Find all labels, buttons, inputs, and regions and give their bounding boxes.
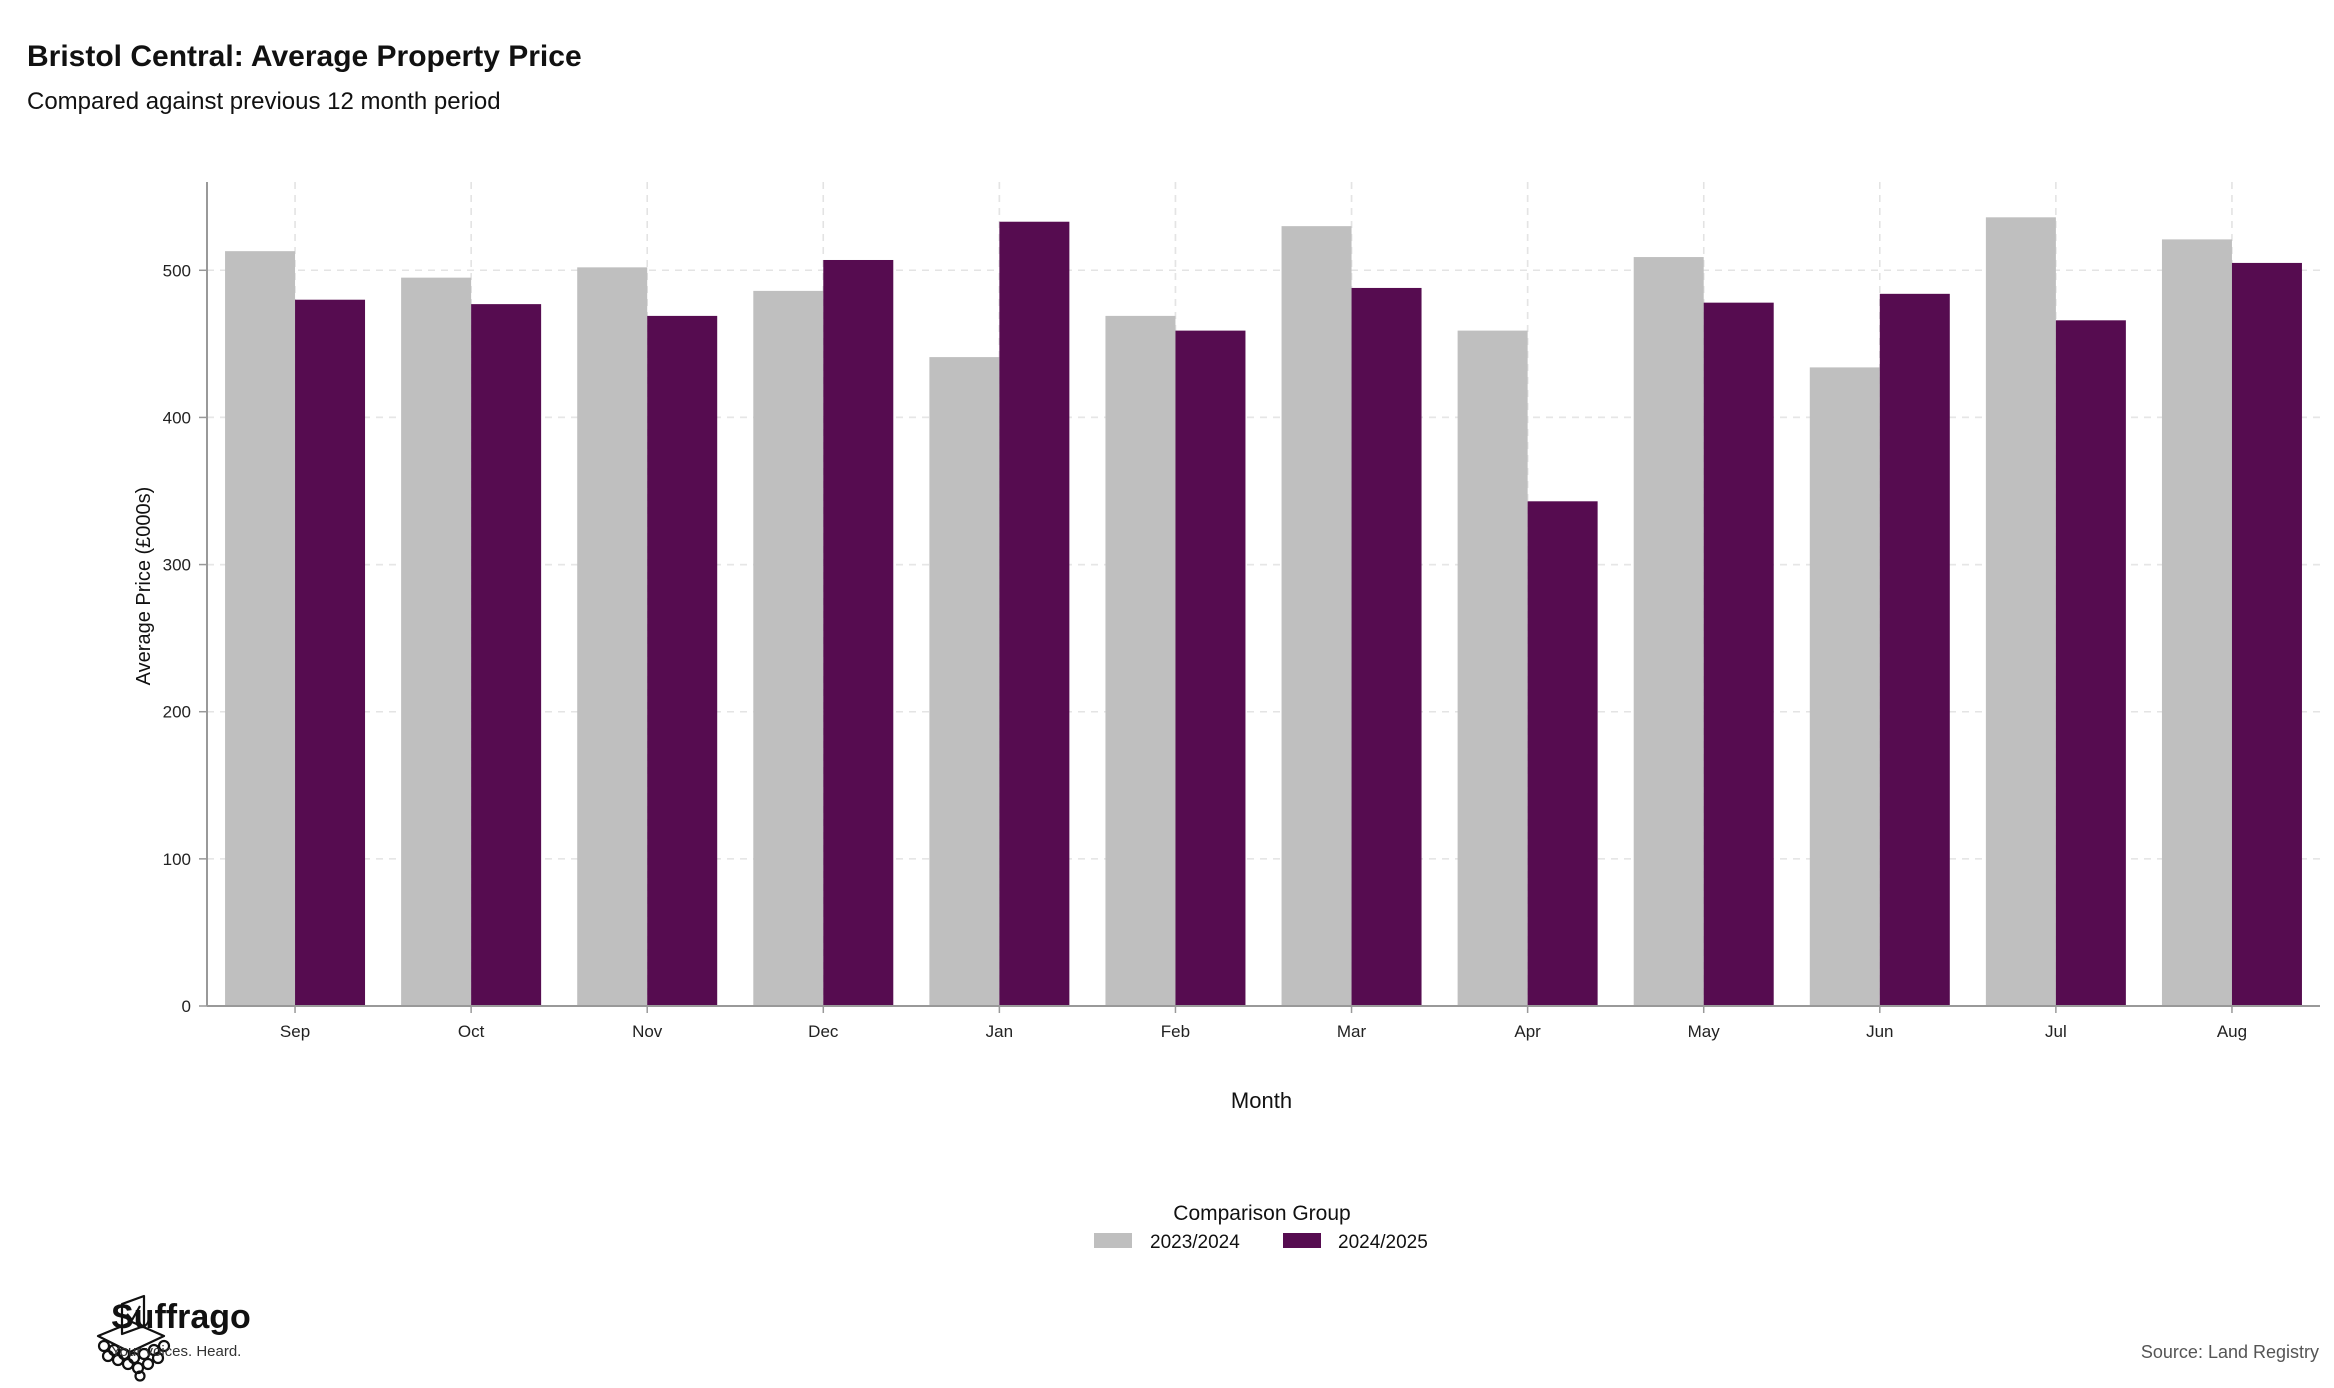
bar-2024-2025-jul xyxy=(2055,320,2126,1006)
bar-2024-2025-dec xyxy=(823,259,894,1006)
x-tick-label: Oct xyxy=(458,1022,485,1041)
x-tick-label: Jun xyxy=(1866,1022,1893,1041)
labels-layer: 0 100 200 300 400 500 Sep Oct Nov Dec Jan Feb Mar Apr… xyxy=(133,261,2247,1113)
x-tick-label: Apr xyxy=(1514,1022,1541,1041)
bar-2023-2024-aug xyxy=(2161,239,2232,1006)
grid-layer xyxy=(207,182,2320,1006)
bar-2024-2025-nov xyxy=(647,315,718,1006)
bar-chart: 0 100 200 300 400 500 Sep Oct Nov Dec Jan Feb Mar Apr… xyxy=(133,182,2320,1253)
bar-2024-2025-aug xyxy=(2231,262,2302,1006)
x-tick-label: Jul xyxy=(2045,1022,2067,1041)
x-tick-label: Aug xyxy=(2217,1022,2247,1041)
bar-2023-2024-apr xyxy=(1457,330,1528,1007)
y-tick-label: 400 xyxy=(163,408,191,427)
x-tick-label: Sep xyxy=(280,1022,310,1041)
legend-label: 2024/2025 xyxy=(1338,1232,1428,1253)
y-tick-label: 100 xyxy=(163,850,191,869)
bar-2023-2024-dec xyxy=(753,290,824,1006)
brand-name: Suffrago xyxy=(111,1298,251,1336)
bar-2024-2025-feb xyxy=(1175,330,1246,1007)
ballot-box-logo-icon xyxy=(96,1294,171,1382)
y-tick-label: 300 xyxy=(163,556,191,575)
x-tick-label: Dec xyxy=(808,1022,839,1041)
bar-2024-2025-may xyxy=(1703,302,1774,1007)
y-tick-label: 0 xyxy=(182,997,191,1016)
chart-subtitle: Compared against previous 12 month perio… xyxy=(27,88,501,115)
bar-2023-2024-mar xyxy=(1281,226,1352,1007)
bar-2024-2025-oct xyxy=(471,304,542,1007)
x-tick-label: Mar xyxy=(1337,1022,1367,1041)
x-tick-label: May xyxy=(1688,1022,1721,1041)
bar-2024-2025-sep xyxy=(295,299,366,1006)
bar-2024-2025-jan xyxy=(999,221,1070,1006)
legend-title: Comparison Group xyxy=(1173,1202,1350,1225)
bar-2024-2025-jun xyxy=(1879,293,1950,1006)
bar-2024-2025-apr xyxy=(1527,501,1598,1006)
y-tick-label: 500 xyxy=(163,261,191,280)
bars-layer xyxy=(225,217,2302,1007)
y-tick-label: 200 xyxy=(163,703,191,722)
y-axis-title: Average Price (£000s) xyxy=(133,487,155,686)
bar-2023-2024-may xyxy=(1633,257,1704,1006)
legend: Comparison Group 2023/2024 2024/2025 xyxy=(1094,1202,1428,1253)
source-note: Source: Land Registry xyxy=(2140,1342,2319,1362)
bar-2023-2024-jan xyxy=(929,357,1000,1007)
bar-2023-2024-feb xyxy=(1105,315,1176,1006)
bar-2023-2024-jul xyxy=(1985,217,2056,1007)
bar-2023-2024-jun xyxy=(1809,367,1880,1006)
x-tick-label: Nov xyxy=(632,1022,663,1041)
bar-2023-2024-nov xyxy=(577,267,648,1006)
x-axis-title: Month xyxy=(1231,1088,1292,1113)
bar-2023-2024-oct xyxy=(401,277,472,1007)
bar-2024-2025-mar xyxy=(1351,287,1422,1006)
legend-swatch xyxy=(1283,1233,1321,1248)
legend-label: 2023/2024 xyxy=(1150,1232,1240,1253)
x-tick-label: Feb xyxy=(1161,1022,1190,1041)
legend-swatch xyxy=(1094,1233,1132,1248)
x-tick-label: Jan xyxy=(986,1022,1013,1041)
chart-title: Bristol Central: Average Property Price xyxy=(27,40,582,73)
bar-2023-2024-sep xyxy=(225,251,296,1006)
brand-tagline: Your voices. Heard. xyxy=(111,1343,242,1360)
axes-layer xyxy=(199,182,2320,1013)
